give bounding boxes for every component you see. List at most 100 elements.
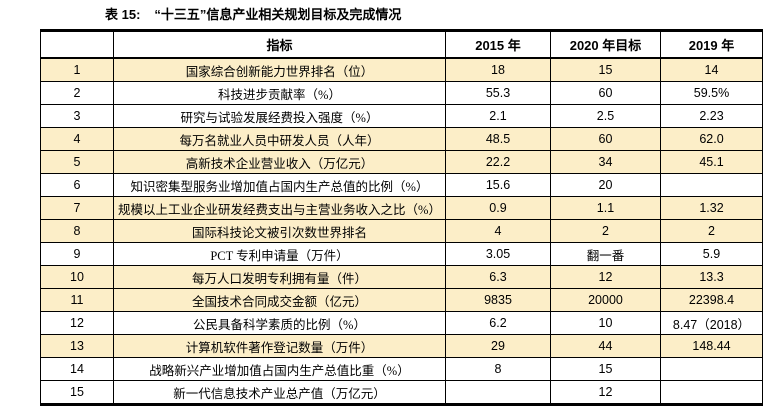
table-row: 11 全国技术合同成交金额（亿元） 9835 20000 22398.4	[40, 288, 763, 312]
table-body: 1 国家综合创新能力世界排名（位） 18 15 14 2 科技进步贡献率（%） …	[40, 57, 763, 405]
table-title: 表 15: “十三五”信息产业相关规划目标及完成情况	[105, 4, 401, 23]
table-row: 6 知识密集型服务业增加值占国内生产总值的比例（%） 15.6 20	[40, 173, 763, 197]
row-number-cell: 8	[40, 219, 114, 243]
value-2019-cell: 62.0	[660, 127, 763, 151]
table-row: 8 国际科技论文被引次数世界排名 4 2 2	[40, 219, 763, 243]
row-number-cell: 5	[40, 150, 114, 174]
target-2020-cell: 60	[550, 81, 661, 105]
target-2020-cell: 2.5	[550, 104, 661, 128]
value-2015-cell: 6.3	[445, 265, 551, 289]
value-2019-cell	[660, 380, 763, 405]
value-2019-cell: 2	[660, 219, 763, 243]
target-2020-cell: 2	[550, 219, 661, 243]
table-title-text: “十三五”信息产业相关规划目标及完成情况	[154, 7, 402, 22]
value-2019-cell: 22398.4	[660, 288, 763, 312]
value-2015-cell: 48.5	[445, 127, 551, 151]
value-2015-cell	[445, 380, 551, 405]
value-2019-cell: 14	[660, 57, 763, 82]
target-2020-cell: 44	[550, 334, 661, 358]
row-number-cell: 10	[40, 265, 114, 289]
table-row: 5 高新技术企业营业收入（万亿元） 22.2 34 45.1	[40, 150, 763, 174]
table-row: 15 新一代信息技术产业总产值（万亿元） 12	[40, 380, 763, 405]
target-2020-cell: 60	[550, 127, 661, 151]
row-number-cell: 14	[40, 357, 114, 381]
value-2015-cell: 6.2	[445, 311, 551, 335]
header-empty-cell	[40, 30, 114, 59]
row-number-cell: 15	[40, 380, 114, 405]
row-number-cell: 7	[40, 196, 114, 220]
target-2020-cell: 15	[550, 357, 661, 381]
indicator-cell: 国家综合创新能力世界排名（位）	[113, 57, 446, 82]
row-number-cell: 12	[40, 311, 114, 335]
value-2015-cell: 9835	[445, 288, 551, 312]
value-2015-cell: 8	[445, 357, 551, 381]
row-number-cell: 4	[40, 127, 114, 151]
indicator-cell: 高新技术企业营业收入（万亿元）	[113, 150, 446, 174]
value-2015-cell: 0.9	[445, 196, 551, 220]
value-2015-cell: 3.05	[445, 242, 551, 266]
target-2020-cell: 翻一番	[550, 242, 661, 266]
value-2019-cell	[660, 357, 763, 381]
row-number-cell: 9	[40, 242, 114, 266]
value-2015-cell: 29	[445, 334, 551, 358]
header-2019: 2019 年	[660, 30, 763, 59]
value-2019-cell: 5.9	[660, 242, 763, 266]
indicator-cell: PCT 专利申请量（万件）	[113, 242, 446, 266]
table-row: 12 公民具备科学素质的比例（%） 6.2 10 8.47（2018）	[40, 311, 763, 335]
header-indicator: 指标	[113, 30, 446, 59]
table-row: 9 PCT 专利申请量（万件） 3.05 翻一番 5.9	[40, 242, 763, 266]
target-2020-cell: 1.1	[550, 196, 661, 220]
table-title-tag: 表 15:	[105, 7, 141, 22]
target-2020-cell: 34	[550, 150, 661, 174]
indicator-cell: 知识密集型服务业增加值占国内生产总值的比例（%）	[113, 173, 446, 197]
value-2015-cell: 15.6	[445, 173, 551, 197]
row-number-cell: 1	[40, 57, 114, 82]
indicator-cell: 国际科技论文被引次数世界排名	[113, 219, 446, 243]
value-2019-cell	[660, 173, 763, 197]
value-2019-cell: 148.44	[660, 334, 763, 358]
value-2015-cell: 55.3	[445, 81, 551, 105]
table-row: 2 科技进步贡献率（%） 55.3 60 59.5%	[40, 81, 763, 105]
target-2020-cell: 12	[550, 380, 661, 405]
value-2019-cell: 1.32	[660, 196, 763, 220]
value-2019-cell: 59.5%	[660, 81, 763, 105]
indicator-cell: 战略新兴产业增加值占国内生产总值比重（%）	[113, 357, 446, 381]
row-number-cell: 6	[40, 173, 114, 197]
table-row: 4 每万名就业人员中研发人员（人年） 48.5 60 62.0	[40, 127, 763, 151]
indicator-cell: 计算机软件著作登记数量（万件）	[113, 334, 446, 358]
table-row: 3 研究与试验发展经费投入强度（%） 2.1 2.5 2.23	[40, 104, 763, 128]
target-2020-cell: 10	[550, 311, 661, 335]
row-number-cell: 11	[40, 288, 114, 312]
row-number-cell: 13	[40, 334, 114, 358]
header-2015: 2015 年	[445, 30, 551, 59]
table-row: 1 国家综合创新能力世界排名（位） 18 15 14	[40, 57, 763, 82]
value-2015-cell: 4	[445, 219, 551, 243]
value-2019-cell: 13.3	[660, 265, 763, 289]
indicator-cell: 科技进步贡献率（%）	[113, 81, 446, 105]
value-2019-cell: 45.1	[660, 150, 763, 174]
value-2015-cell: 22.2	[445, 150, 551, 174]
table-header-row: 指标 2015 年 2020 年目标 2019 年	[40, 30, 763, 59]
indicator-cell: 公民具备科学素质的比例（%）	[113, 311, 446, 335]
row-number-cell: 3	[40, 104, 114, 128]
value-2015-cell: 18	[445, 57, 551, 82]
table-row: 10 每万人口发明专利拥有量（件） 6.3 12 13.3	[40, 265, 763, 289]
value-2015-cell: 2.1	[445, 104, 551, 128]
target-2020-cell: 15	[550, 57, 661, 82]
indicator-cell: 新一代信息技术产业总产值（万亿元）	[113, 380, 446, 405]
indicator-cell: 规模以上工业企业研发经费支出与主营业务收入之比（%）	[113, 196, 446, 220]
table-row: 7 规模以上工业企业研发经费支出与主营业务收入之比（%） 0.9 1.1 1.3…	[40, 196, 763, 220]
indicator-cell: 研究与试验发展经费投入强度（%）	[113, 104, 446, 128]
row-number-cell: 2	[40, 81, 114, 105]
value-2019-cell: 2.23	[660, 104, 763, 128]
indicator-cell: 每万人口发明专利拥有量（件）	[113, 265, 446, 289]
table-row: 14 战略新兴产业增加值占国内生产总值比重（%） 8 15	[40, 357, 763, 381]
indicator-cell: 每万名就业人员中研发人员（人年）	[113, 127, 446, 151]
table-row: 13 计算机软件著作登记数量（万件） 29 44 148.44	[40, 334, 763, 358]
indicator-cell: 全国技术合同成交金额（亿元）	[113, 288, 446, 312]
target-2020-cell: 20000	[550, 288, 661, 312]
target-2020-cell: 20	[550, 173, 661, 197]
header-2020-target: 2020 年目标	[550, 30, 661, 59]
target-2020-cell: 12	[550, 265, 661, 289]
value-2019-cell: 8.47（2018）	[660, 311, 763, 335]
